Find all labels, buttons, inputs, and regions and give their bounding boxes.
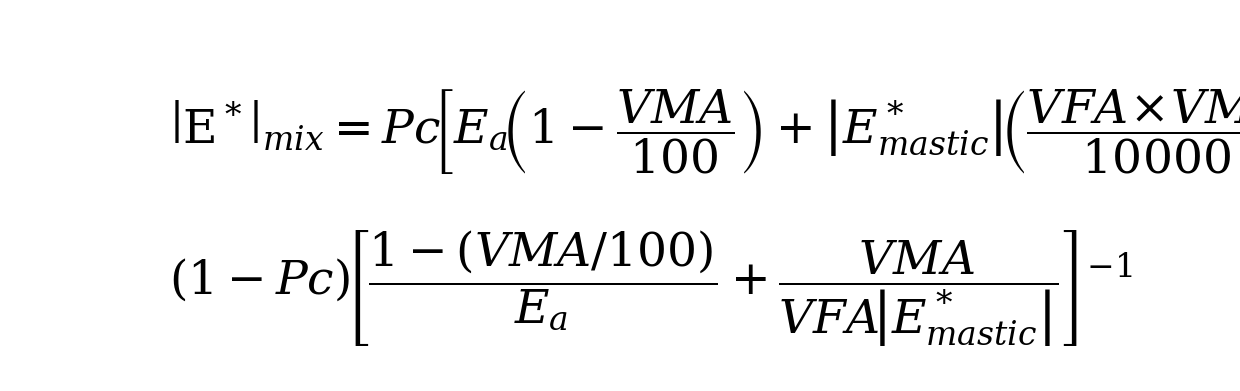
Text: $(1-Pc)\!\left[\dfrac{1-(VMA/100)}{E_a}+\dfrac{VMA}{VFA\!\left|E^*_{mastic}\righ: $(1-Pc)\!\left[\dfrac{1-(VMA/100)}{E_a}+… <box>170 228 1133 348</box>
Text: $\left|\mathrm{E}^*\right|_{mix} = Pc\!\left[E_a\!\left(1-\dfrac{VMA}{100}\right: $\left|\mathrm{E}^*\right|_{mix} = Pc\!\… <box>170 87 1240 176</box>
